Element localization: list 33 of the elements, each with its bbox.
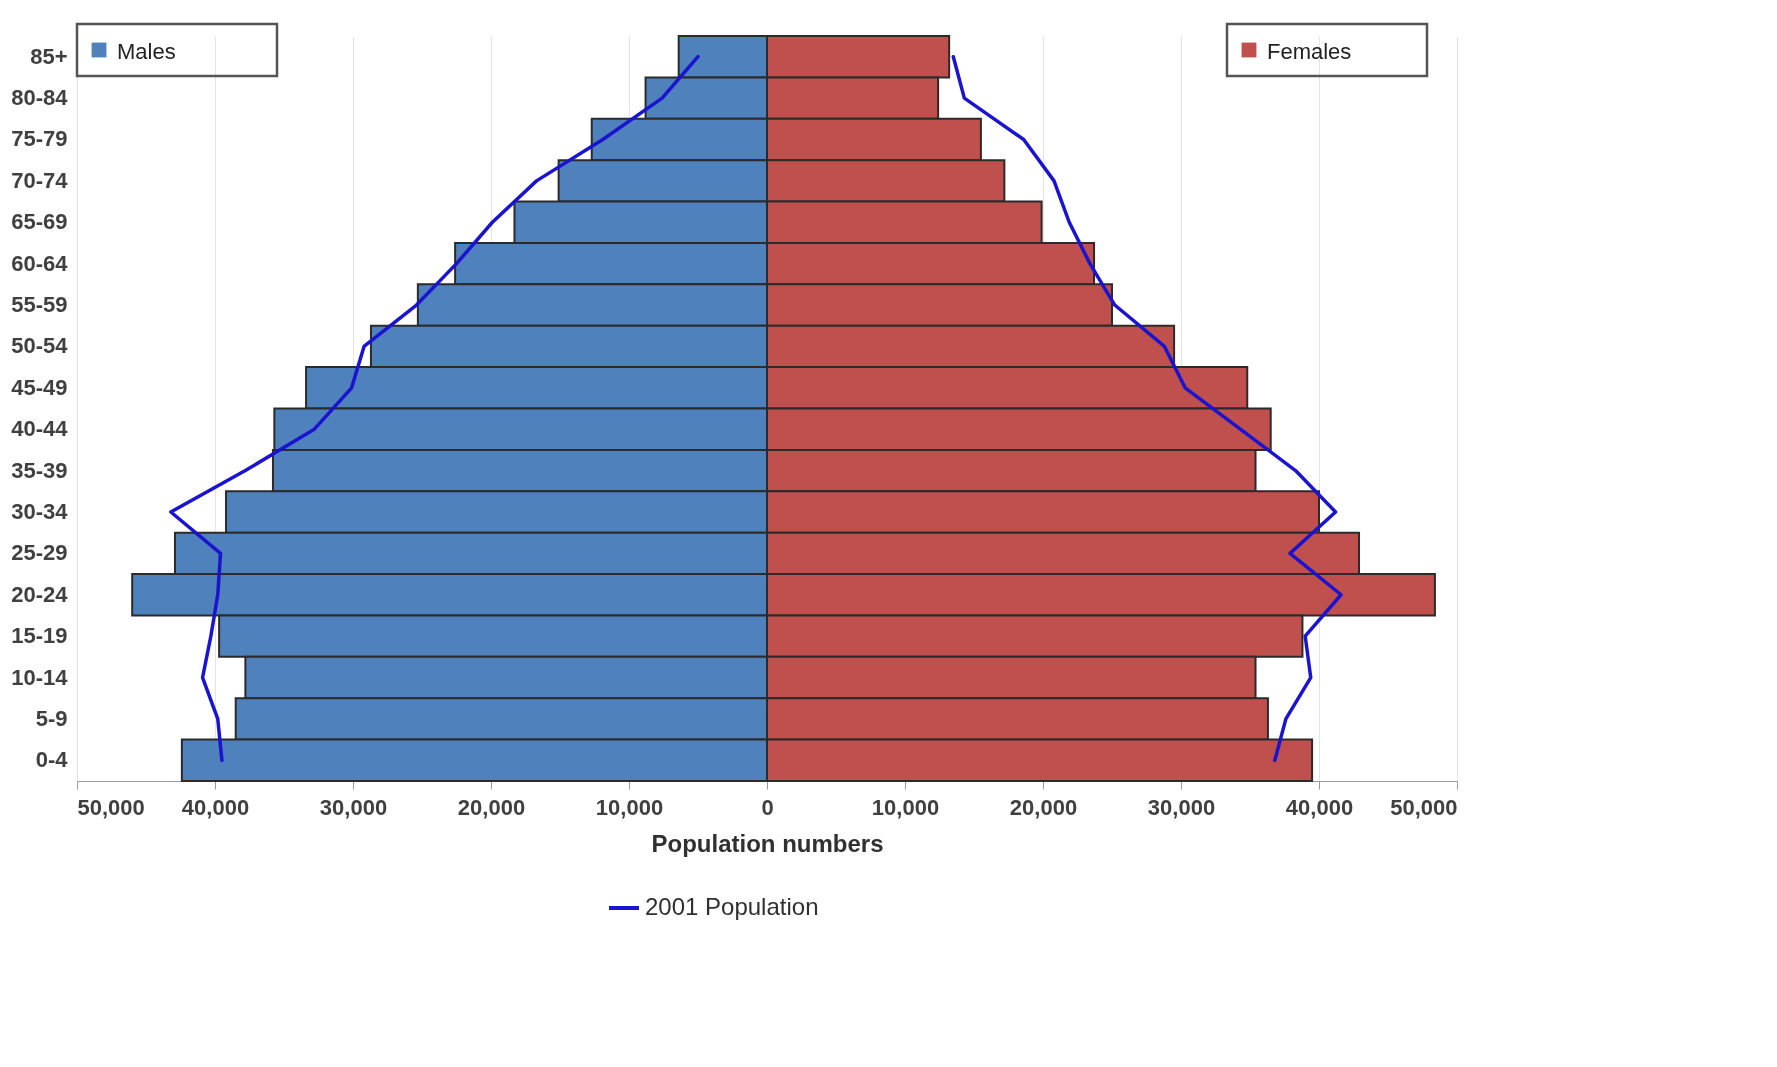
y-tick-label: 65-69 bbox=[11, 209, 68, 235]
y-tick-label: 70-74 bbox=[11, 167, 69, 193]
y-tick-label: 50-54 bbox=[11, 333, 69, 359]
y-tick-label: 35-39 bbox=[11, 457, 68, 483]
x-tick-label: 10,000 bbox=[871, 794, 940, 820]
x-tick-label: 40,000 bbox=[1285, 794, 1354, 820]
x-tick-label: 10,000 bbox=[595, 794, 664, 820]
y-tick-label: 15-19 bbox=[11, 623, 68, 649]
x-tick-label: 30,000 bbox=[1147, 794, 1216, 820]
y-tick-label: 20-24 bbox=[11, 581, 69, 607]
y-tick-label: 60-64 bbox=[11, 250, 69, 276]
x-tick-label: 20,000 bbox=[1009, 794, 1078, 820]
x-tick-label: 0 bbox=[761, 794, 774, 820]
y-tick-label: 75-79 bbox=[11, 126, 68, 152]
x-tick-label: 40,000 bbox=[181, 794, 250, 820]
x-tick-label: 30,000 bbox=[319, 794, 388, 820]
y-tick-label: 30-34 bbox=[11, 498, 69, 524]
y-tick-label: 55-59 bbox=[11, 292, 68, 318]
legend-label: Males bbox=[117, 39, 176, 64]
y-tick-label: 0-4 bbox=[35, 747, 69, 773]
legend-label: Females bbox=[1267, 39, 1352, 64]
y-tick-label: 45-49 bbox=[11, 374, 68, 400]
y-tick-label: 25-29 bbox=[11, 540, 68, 566]
x-tick-label: 50,000 bbox=[1390, 794, 1458, 820]
y-tick-label: 85+ bbox=[30, 43, 68, 69]
y-tick-label: 5-9 bbox=[35, 705, 68, 731]
y-tick-label: 80-84 bbox=[11, 85, 69, 111]
y-tick-label: 40-44 bbox=[11, 416, 69, 442]
y-tick-label: 10-14 bbox=[11, 664, 69, 690]
x-tick-label: 50,000 bbox=[77, 794, 145, 820]
x-tick-label: 20,000 bbox=[457, 794, 526, 820]
x-axis-title: Population numbers bbox=[651, 829, 884, 857]
legend-label: 2001 Population bbox=[645, 893, 819, 920]
